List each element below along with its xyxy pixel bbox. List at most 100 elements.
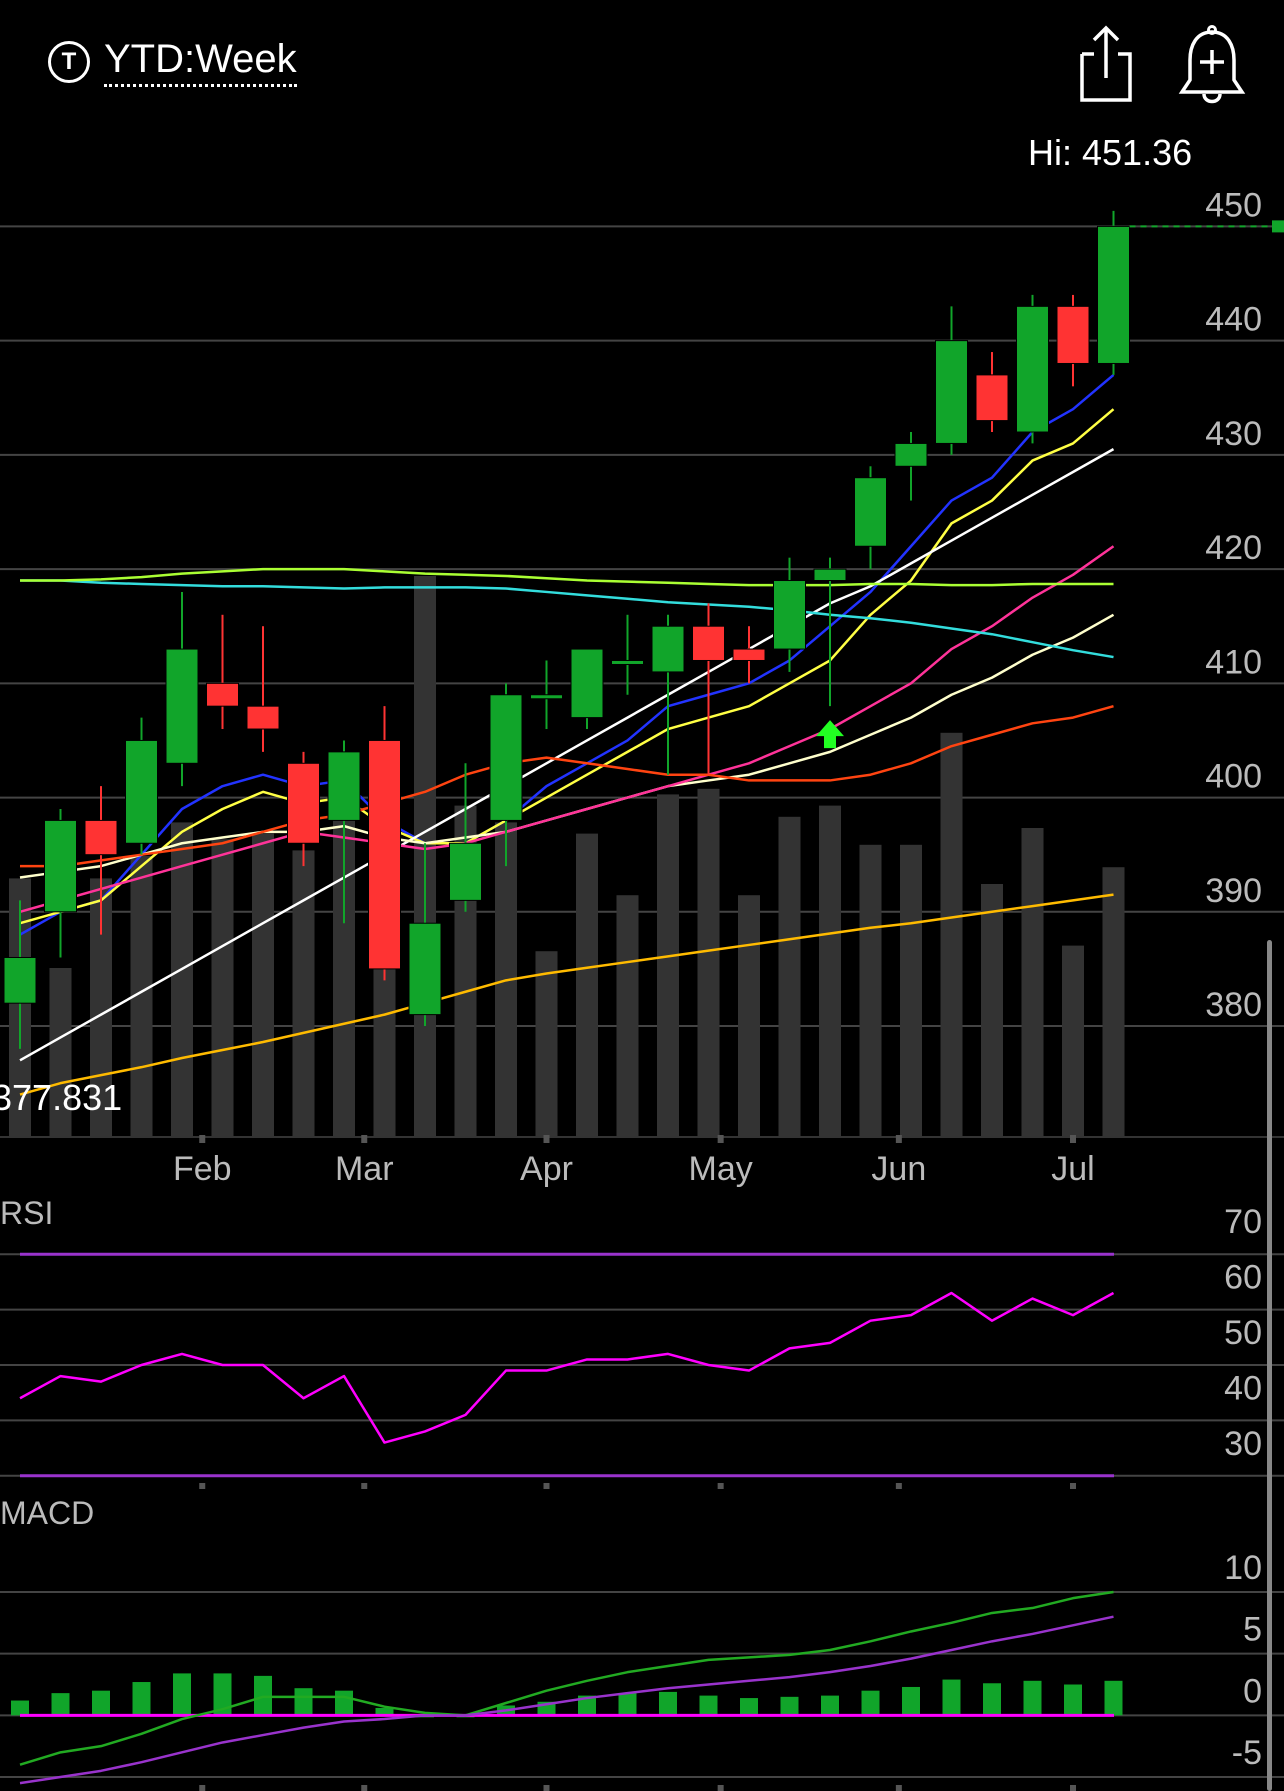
volume-bar (697, 788, 720, 1136)
macd-histogram-bar (51, 1693, 70, 1716)
volume-bar (333, 766, 355, 1136)
macd-series-line (19, 1590, 1114, 1766)
low-price-label: 377.831 (0, 1077, 122, 1118)
candle-body (165, 648, 199, 764)
candle-body (287, 762, 320, 844)
moving-average-line (20, 704, 1114, 868)
share-button[interactable] (1070, 24, 1142, 108)
price-tick-label: 390 (1205, 872, 1262, 910)
rsi-tick-label: 60 (1224, 1259, 1262, 1297)
macd-histogram-bar (861, 1690, 880, 1716)
macd-histogram-bar (902, 1686, 920, 1716)
candle-body (3, 956, 37, 1004)
rsi-line (19, 1291, 1115, 1444)
macd-time-tick (1070, 1785, 1076, 1791)
volume-bar (616, 895, 639, 1136)
volume-bar (90, 878, 112, 1136)
macd-tick-label: 0 (1243, 1672, 1262, 1710)
macd-time-tick (717, 1785, 724, 1791)
price-tick-label: 420 (1205, 529, 1262, 567)
time-tick-mark (895, 1135, 902, 1143)
candle-body (206, 682, 239, 707)
volume-bar (292, 850, 315, 1136)
macd-histogram-bar (942, 1679, 961, 1716)
rsi-tick-label: 30 (1224, 1425, 1262, 1463)
period-label[interactable]: YTD:Week (104, 37, 297, 87)
candle-body (1056, 305, 1090, 364)
candle-body (732, 648, 766, 661)
time-axis-label: Mar (335, 1150, 394, 1188)
volume-bar (1102, 867, 1125, 1136)
volume-bar (657, 794, 679, 1136)
macd-histogram-bar (740, 1698, 758, 1716)
time-tick-mark (361, 1135, 368, 1143)
candle-body (570, 648, 604, 719)
moving-average-line (19, 545, 1115, 914)
candle-body (854, 477, 887, 547)
macd-histogram-bar (294, 1688, 313, 1716)
volume-bar (981, 884, 1003, 1136)
candle-body (84, 819, 118, 856)
time-axis-label: Apr (520, 1150, 573, 1188)
rsi-tick-label: 50 (1224, 1314, 1262, 1352)
time-axis-label: Feb (173, 1150, 232, 1188)
macd-tick-label: 10 (1224, 1549, 1262, 1587)
volume-bar (576, 833, 598, 1136)
price-tick-label: 400 (1205, 758, 1262, 796)
macd-histogram-bar (92, 1690, 110, 1716)
price-tick-label: 380 (1205, 986, 1262, 1024)
moving-average-line (19, 893, 1114, 1096)
macd-histogram-bar (213, 1673, 232, 1716)
period-selector[interactable]: T YTD:Week (48, 32, 297, 92)
bell-plus-icon (1178, 25, 1246, 104)
macd-series-line (19, 1615, 1114, 1785)
volume-bar (738, 895, 760, 1136)
rsi-tick-label: 70 (1224, 1203, 1262, 1241)
rsi-time-tick (543, 1483, 550, 1489)
candle-body (773, 580, 806, 650)
candle-body (611, 659, 644, 665)
candle-body (449, 842, 482, 901)
scroll-indicator (1267, 940, 1272, 1791)
candle-body (813, 568, 847, 582)
price-tick-label: 430 (1205, 415, 1262, 453)
price-tick-label: 410 (1205, 643, 1262, 681)
volume-bar (778, 816, 801, 1136)
candle-body (975, 374, 1009, 422)
moving-average-line (19, 448, 1115, 1062)
volume-bar (819, 805, 841, 1136)
alert-button[interactable] (1176, 24, 1248, 108)
macd-histogram-bar (659, 1691, 677, 1716)
macd-histogram-bar (1023, 1680, 1042, 1716)
buy-signal-arrow-icon (816, 720, 844, 749)
rsi-title: RSI (0, 1195, 53, 1231)
volume-bar (859, 844, 882, 1136)
macd-time-tick (895, 1785, 902, 1791)
macd-time-tick (199, 1785, 206, 1791)
macd-tick-label: 5 (1243, 1611, 1262, 1649)
macd-histogram-bar (699, 1695, 718, 1716)
volume-bar (252, 833, 274, 1136)
rsi-time-tick (199, 1483, 206, 1489)
time-axis-label: Jul (1051, 1150, 1094, 1188)
ticker-t-icon: T (48, 41, 90, 83)
macd-histogram-bar (1064, 1684, 1082, 1716)
macd-time-tick (361, 1785, 368, 1791)
volume-bar (49, 968, 72, 1136)
rsi-time-tick (361, 1483, 368, 1489)
macd-histogram-bar (132, 1682, 151, 1716)
macd-histogram-bar (983, 1683, 1001, 1716)
volume-bar (1021, 828, 1044, 1136)
price-tick-label: 440 (1205, 301, 1262, 339)
volume-bar (940, 732, 963, 1136)
candle-body (651, 625, 685, 673)
macd-histogram-bar (375, 1707, 394, 1716)
rsi-tick-label: 40 (1224, 1369, 1262, 1407)
rsi-time-tick (895, 1483, 902, 1489)
candle-body (125, 739, 158, 844)
macd-histogram-bar (173, 1673, 191, 1716)
volume-bar (211, 839, 234, 1136)
macd-title: MACD (0, 1495, 94, 1531)
candle-body (935, 340, 968, 444)
